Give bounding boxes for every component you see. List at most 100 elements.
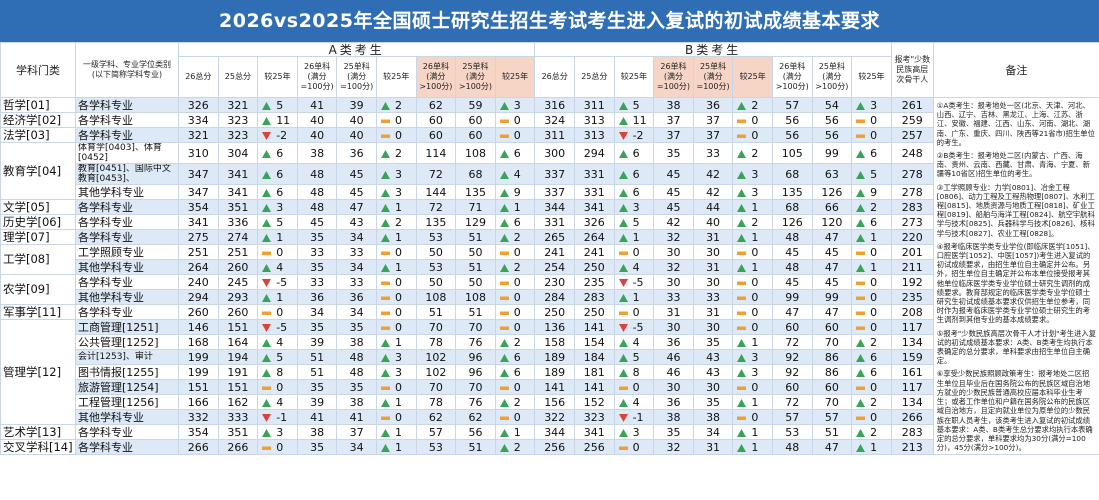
trend-shape — [856, 428, 866, 437]
trend-icon — [380, 149, 390, 158]
score-cell: 38 — [653, 409, 694, 425]
score-cell: 332 — [178, 409, 219, 425]
score-cell: 59 — [455, 97, 496, 113]
score-cell: 53 — [415, 439, 457, 455]
change-cell: 8 — [613, 364, 655, 380]
change-cell: 6 — [851, 142, 892, 164]
trend-icon — [737, 233, 747, 242]
change-value: 6 — [513, 146, 521, 160]
score-cell: 30 — [653, 244, 694, 260]
trend-icon — [499, 170, 509, 179]
change-value: 1 — [394, 440, 402, 454]
remark: ④报考临床医学类专业学位(即临床医学[1051]、口腔医学[1052]、中医[1… — [936, 241, 1095, 325]
change-value: 3 — [632, 425, 640, 439]
score-cell: 30 — [653, 274, 694, 290]
trend-shape — [262, 323, 272, 332]
score-cell: 189 — [534, 364, 575, 380]
change-value: 6 — [513, 215, 521, 229]
trend-icon — [380, 398, 390, 407]
trend-icon — [499, 338, 509, 347]
change-value: 3 — [513, 98, 521, 112]
change-cell: 6 — [613, 142, 655, 164]
change-cell: 2 — [494, 229, 536, 245]
score-cell: 323 — [573, 409, 615, 425]
trend-icon — [618, 203, 628, 212]
trend-icon — [856, 338, 866, 347]
trend-shape — [856, 296, 866, 300]
score-cell: 250 — [573, 304, 615, 320]
score-cell: 250 — [534, 304, 575, 320]
change-value: 1 — [751, 200, 759, 214]
change-value: 6 — [870, 350, 878, 364]
score-cell: 35 — [653, 424, 694, 440]
trend-shape — [262, 386, 272, 390]
score-cell: 321 — [178, 127, 219, 143]
subject-cell: 各学科专业 — [75, 127, 179, 143]
trend-shape — [737, 353, 747, 362]
score-cell: 108 — [455, 142, 496, 164]
change-cell: 8 — [257, 364, 298, 380]
subject-cell: 图书情报[1255] — [75, 364, 179, 380]
trend-shape — [499, 326, 509, 330]
change-cell: 1 — [375, 424, 417, 440]
trend-icon — [262, 311, 272, 315]
score-cell: 300 — [534, 142, 575, 164]
score-cell: 99 — [811, 289, 853, 305]
score-cell: 51 — [455, 259, 496, 275]
change-cell: 6 — [257, 163, 298, 185]
score-cell: 34 — [336, 304, 377, 320]
trend-icon — [380, 281, 390, 285]
score-cell: 53 — [415, 229, 457, 245]
change-value: 2 — [513, 260, 521, 274]
table-row: 艺术学[13] 各学科专业 354 351 3 38 37 1 57 56 1 344 341 3 35 34… — [0, 424, 1099, 440]
minority-cell: 220 — [890, 229, 934, 245]
minority-cell: 257 — [890, 127, 934, 143]
trend-icon — [856, 443, 866, 452]
trend-shape — [856, 101, 866, 110]
change-value: 0 — [513, 128, 521, 142]
score-cell: 141 — [534, 379, 575, 395]
trend-icon — [262, 353, 272, 362]
column-header: 25总分 — [217, 56, 259, 98]
change-value: 0 — [870, 410, 878, 424]
column-header: 较25年 — [613, 56, 655, 98]
trend-icon — [856, 428, 866, 437]
trend-shape — [262, 263, 272, 272]
change-value: -2 — [632, 128, 644, 142]
trend-icon — [737, 398, 747, 407]
trend-shape — [262, 428, 272, 437]
change-cell: 0 — [613, 379, 655, 395]
score-cell: 30 — [653, 319, 694, 335]
score-cell: 45 — [336, 184, 377, 200]
score-cell: 60 — [771, 379, 813, 395]
change-cell: 2 — [851, 334, 892, 350]
score-cell: 35 — [336, 319, 377, 335]
trend-shape — [380, 134, 390, 138]
change-value: 2 — [513, 440, 521, 454]
minority-cell: 211 — [890, 259, 934, 275]
score-cell: 341 — [573, 424, 615, 440]
change-cell: 0 — [375, 304, 417, 320]
trend-shape — [499, 134, 509, 138]
change-cell: 1 — [732, 334, 773, 350]
title: 2026vs2025年全国硕士研究生招生考试考生进入复试的初试成绩基本要求 — [0, 0, 1099, 42]
change-cell: 0 — [851, 319, 892, 335]
score-cell: 351 — [217, 424, 259, 440]
change-cell: 6 — [613, 163, 655, 185]
change-cell: 3 — [732, 184, 773, 200]
score-cell: 46 — [653, 364, 694, 380]
trend-shape — [618, 293, 628, 302]
trend-icon — [499, 311, 509, 315]
change-cell: 0 — [613, 244, 655, 260]
score-cell: 68 — [455, 163, 496, 185]
change-cell: -1 — [257, 409, 298, 425]
minority-cell: 213 — [890, 439, 934, 455]
trend-icon — [856, 119, 866, 123]
trend-shape — [380, 296, 390, 300]
change-value: 4 — [276, 335, 284, 349]
category-cell: 历史学[06] — [0, 214, 76, 230]
change-cell: 1 — [732, 199, 773, 215]
change-cell: 0 — [613, 439, 655, 455]
score-cell: 96 — [455, 364, 496, 380]
score-cell: 34 — [692, 424, 734, 440]
